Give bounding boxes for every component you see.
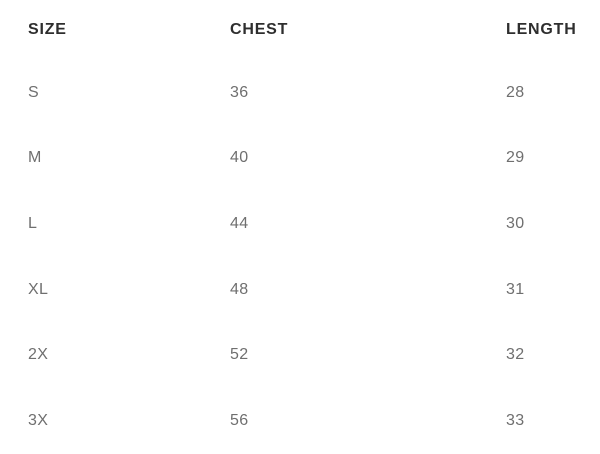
cell-size-l: L (28, 215, 38, 233)
column-header-size: SIZE (28, 21, 67, 38)
cell-length-2x: 32 (506, 346, 525, 364)
cell-length-m: 29 (506, 149, 525, 167)
cell-size-2x: 2X (28, 346, 49, 364)
column-header-length: LENGTH (506, 21, 577, 38)
cell-length-l: 30 (506, 215, 525, 233)
cell-length-s: 28 (506, 83, 525, 101)
cell-chest-l: 44 (230, 215, 249, 233)
cell-length-3x: 33 (506, 412, 525, 430)
column-header-chest: CHEST (230, 21, 289, 38)
cell-chest-m: 40 (230, 149, 249, 167)
cell-size-xl: XL (28, 280, 49, 298)
cell-chest-2x: 52 (230, 346, 249, 364)
cell-size-3x: 3X (28, 412, 49, 430)
cell-size-s: S (28, 83, 39, 101)
cell-chest-xl: 48 (230, 280, 249, 298)
cell-chest-3x: 56 (230, 412, 249, 430)
cell-size-m: M (28, 149, 42, 167)
cell-chest-s: 36 (230, 83, 249, 101)
cell-length-xl: 31 (506, 280, 525, 298)
